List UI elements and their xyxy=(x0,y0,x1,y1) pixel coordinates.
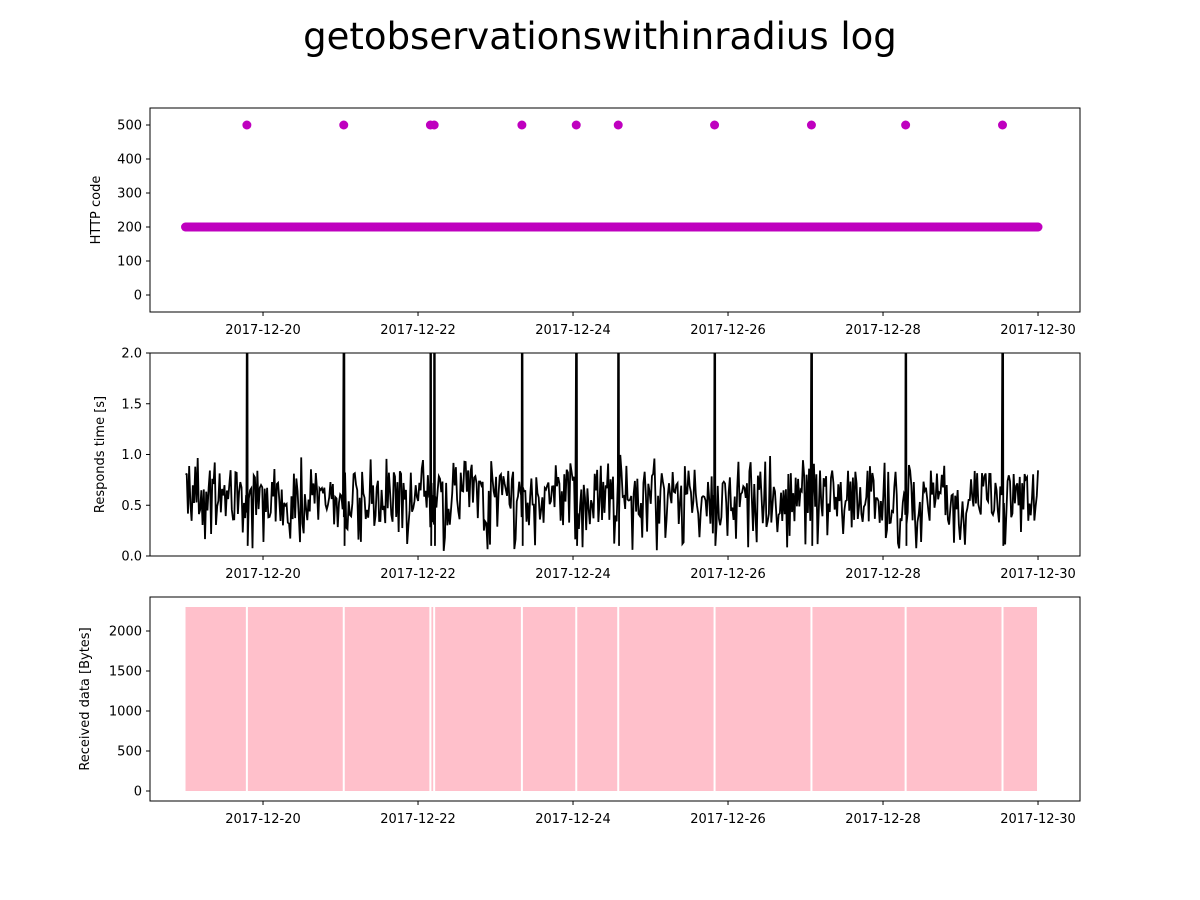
y-axis-label: HTTP code xyxy=(89,176,104,245)
y-tick-label: 100 xyxy=(117,255,142,270)
y-tick-label: 0 xyxy=(134,785,142,800)
x-tick-label: 2017-12-28 xyxy=(845,323,921,338)
received-data-area-segment xyxy=(522,607,576,791)
y-tick-label: 0 xyxy=(134,289,142,304)
y-tick-label: 500 xyxy=(117,119,142,134)
x-tick-label: 2017-12-30 xyxy=(1000,567,1076,582)
data-point-500 xyxy=(998,120,1007,130)
data-point-500 xyxy=(571,120,581,130)
y-axis-label: Responds time [s] xyxy=(93,396,108,513)
y-tick-label: 1000 xyxy=(109,705,142,720)
y-tick-label: 2000 xyxy=(109,625,142,640)
y-tick-label: 200 xyxy=(117,221,142,236)
data-point-500 xyxy=(517,120,527,130)
received-data-area-segment xyxy=(812,607,905,791)
figure-title: getobservationswithinradius log xyxy=(303,15,897,58)
received-data-area-segment xyxy=(1003,607,1038,791)
y-tick-label: 0.0 xyxy=(121,550,142,565)
x-tick-label: 2017-12-22 xyxy=(380,567,456,582)
data-point-200 xyxy=(1033,222,1043,232)
y-tick-label: 300 xyxy=(117,187,142,202)
y-tick-label: 1500 xyxy=(109,665,142,680)
response-time-panel: 0.0 0.5 1.0 1.5 2.0 2017-12-20 2017-12-22 2017-… xyxy=(93,347,1081,582)
data-point-500 xyxy=(429,120,439,130)
x-tick-label: 2017-12-22 xyxy=(380,812,456,827)
y-tick-label: 1.0 xyxy=(121,448,142,463)
data-point-500 xyxy=(613,120,623,130)
received-data-area-segment xyxy=(431,607,434,791)
y-tick-label: 1.5 xyxy=(121,397,142,412)
y-tick-label: 2.0 xyxy=(121,347,142,362)
x-tick-label: 2017-12-20 xyxy=(225,567,301,582)
received-data-area-segment xyxy=(906,607,1002,791)
data-point-500 xyxy=(242,120,252,130)
x-tick-label: 2017-12-20 xyxy=(225,323,301,338)
y-tick-label: 400 xyxy=(117,153,142,168)
received-data-area-segment xyxy=(344,607,430,791)
received-data-area-segment xyxy=(435,607,521,791)
axes-frame xyxy=(149,596,1081,802)
data-point-500 xyxy=(901,120,911,130)
received-data-area-segment xyxy=(185,607,246,791)
x-tick-label: 2017-12-28 xyxy=(845,567,921,582)
data-point-500 xyxy=(710,120,720,130)
plot-area xyxy=(185,607,1038,791)
plot-area xyxy=(181,120,1043,232)
received-data-area-segment xyxy=(577,607,618,791)
x-tick-label: 2017-12-26 xyxy=(690,567,766,582)
received-data-panel: 0 500 1000 1500 2000 2017-12-20 2017-12-22 2017… xyxy=(78,596,1081,827)
x-tick-label: 2017-12-20 xyxy=(225,812,301,827)
x-tick-label: 2017-12-24 xyxy=(535,812,611,827)
x-tick-label: 2017-12-22 xyxy=(380,323,456,338)
response-time-line xyxy=(185,353,1039,552)
x-tick-label: 2017-12-30 xyxy=(1000,323,1076,338)
http-code-panel: 0 100 200 300 400 500 2017-12-20 2017-12-22 2017… xyxy=(89,107,1081,338)
y-tick-label: 500 xyxy=(117,745,142,760)
x-tick-label: 2017-12-24 xyxy=(535,567,611,582)
x-tick-label: 2017-12-24 xyxy=(535,323,611,338)
received-data-area-segment xyxy=(247,607,343,791)
plot-area xyxy=(185,353,1039,552)
received-data-area-segment xyxy=(715,607,811,791)
data-point-500 xyxy=(339,120,349,130)
received-data-area-segment xyxy=(619,607,714,791)
y-tick-label: 0.5 xyxy=(121,499,142,514)
x-tick-label: 2017-12-26 xyxy=(690,812,766,827)
x-tick-label: 2017-12-26 xyxy=(690,323,766,338)
x-tick-label: 2017-12-30 xyxy=(1000,812,1076,827)
y-axis-label: Received data [Bytes] xyxy=(78,627,93,770)
data-point-500 xyxy=(806,120,816,130)
x-tick-label: 2017-12-28 xyxy=(845,812,921,827)
axes-frame xyxy=(149,107,1081,313)
